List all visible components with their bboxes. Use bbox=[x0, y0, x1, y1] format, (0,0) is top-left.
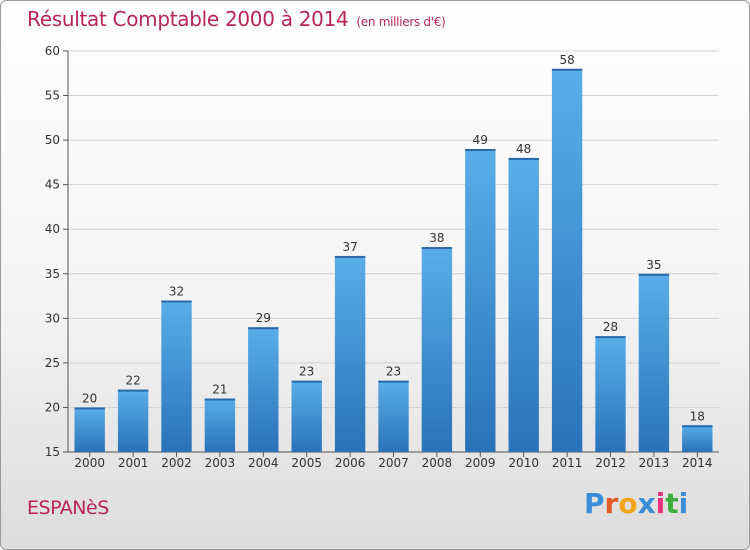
y-tick-label: 40 bbox=[45, 222, 60, 236]
bar-value-label: 18 bbox=[690, 409, 705, 423]
bar-2001 bbox=[117, 389, 149, 452]
logo-letter: r bbox=[604, 487, 619, 520]
x-tick-label: 2009 bbox=[465, 456, 496, 470]
bar-top-2007 bbox=[378, 380, 409, 383]
logo-letter: o bbox=[618, 487, 638, 520]
bar-top-2011 bbox=[551, 68, 583, 71]
x-tick-label: 2008 bbox=[422, 456, 453, 470]
bar-2013 bbox=[638, 273, 670, 452]
y-tick-label: 45 bbox=[45, 178, 60, 192]
bar-top-2003 bbox=[204, 398, 236, 401]
y-tick-label: 60 bbox=[45, 44, 60, 58]
bar-2008 bbox=[421, 247, 453, 452]
bar-value-label: 48 bbox=[516, 142, 531, 156]
chart-title: Résultat Comptable 2000 à 2014 (en millie… bbox=[27, 7, 446, 31]
bar-2006 bbox=[334, 255, 366, 452]
bar-2012 bbox=[595, 336, 626, 452]
bar-value-label: 20 bbox=[82, 391, 97, 405]
y-tick-label: 25 bbox=[45, 356, 60, 370]
x-tick-label: 2014 bbox=[682, 456, 713, 470]
x-tick-label: 2013 bbox=[639, 456, 670, 470]
bar-2002 bbox=[161, 300, 192, 452]
bar-value-label: 38 bbox=[429, 231, 444, 245]
bar-value-label: 58 bbox=[559, 53, 574, 67]
x-tick-label: 2006 bbox=[335, 456, 366, 470]
bar-value-label: 21 bbox=[212, 383, 227, 397]
x-tick-label: 2012 bbox=[595, 456, 626, 470]
bar-2007 bbox=[378, 380, 409, 452]
y-tick-label: 15 bbox=[45, 445, 60, 459]
bar-2010 bbox=[508, 157, 539, 452]
logo-letter: t bbox=[665, 487, 679, 520]
bar-value-label: 29 bbox=[256, 311, 271, 325]
x-tick-label: 2002 bbox=[161, 456, 192, 470]
y-tick-label: 55 bbox=[45, 89, 60, 103]
bar-2004 bbox=[248, 327, 279, 452]
bar-top-2009 bbox=[465, 149, 496, 152]
y-tick-label: 30 bbox=[45, 311, 60, 325]
y-tick-label: 20 bbox=[45, 400, 60, 414]
bar-value-label: 22 bbox=[125, 374, 140, 388]
bar-2014 bbox=[682, 425, 713, 452]
bar-value-label: 28 bbox=[603, 320, 618, 334]
bar-value-label: 37 bbox=[342, 240, 357, 254]
labels: 15 20 25 30 35 40 45 50 55 60 2000 20 2001 22 2002 32 20… bbox=[45, 44, 713, 470]
x-tick-label: 2001 bbox=[118, 456, 149, 470]
x-tick-label: 2000 bbox=[74, 456, 105, 470]
commune-name: ESPANèS bbox=[27, 497, 109, 519]
y-tick-label: 50 bbox=[45, 133, 60, 147]
bar-2011 bbox=[551, 68, 583, 453]
bar-top-2005 bbox=[291, 380, 322, 383]
bar-top-2014 bbox=[682, 425, 713, 428]
bar-2003 bbox=[204, 398, 236, 452]
x-tick-label: 2004 bbox=[248, 456, 279, 470]
bar-value-label: 23 bbox=[386, 365, 401, 379]
bar-top-2012 bbox=[595, 336, 626, 339]
bar-top-2004 bbox=[248, 327, 279, 330]
bar-top-2000 bbox=[74, 407, 105, 410]
x-tick-label: 2007 bbox=[378, 456, 409, 470]
logo-letter: i bbox=[655, 487, 666, 520]
bar-value-label: 32 bbox=[169, 285, 184, 299]
y-tick-label: 35 bbox=[45, 267, 60, 281]
bar-value-label: 23 bbox=[299, 365, 314, 379]
bar-top-2013 bbox=[638, 273, 670, 276]
x-tick-label: 2010 bbox=[508, 456, 539, 470]
bar-top-2002 bbox=[161, 300, 192, 303]
bar-value-label: 49 bbox=[473, 133, 488, 147]
x-tick-label: 2003 bbox=[205, 456, 236, 470]
bar-value-label: 35 bbox=[646, 258, 661, 272]
bar-top-2008 bbox=[421, 247, 453, 250]
bar-2005 bbox=[291, 380, 322, 452]
proxiti-logo: Proxiti bbox=[584, 487, 688, 520]
bar-top-2006 bbox=[334, 255, 366, 258]
logo-letter: i bbox=[678, 487, 689, 520]
chart-subtitle: (en milliers d'€) bbox=[356, 15, 446, 29]
x-tick-label: 2005 bbox=[291, 456, 322, 470]
bar-top-2010 bbox=[508, 157, 539, 160]
bar-2009 bbox=[465, 149, 496, 452]
bar-2000 bbox=[74, 407, 105, 452]
logo-letter: P bbox=[584, 487, 605, 520]
logo-letter: x bbox=[637, 487, 656, 520]
chart-title-text: Résultat Comptable 2000 à 2014 bbox=[27, 7, 349, 31]
bars bbox=[74, 68, 713, 453]
x-tick-label: 2011 bbox=[552, 456, 583, 470]
bar-top-2001 bbox=[117, 389, 149, 392]
